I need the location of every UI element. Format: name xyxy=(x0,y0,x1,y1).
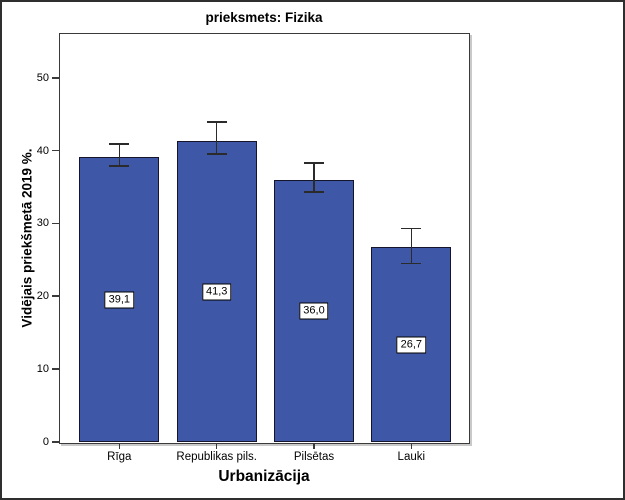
y-tick-mark-0 xyxy=(52,441,59,443)
value-label-2: 36,0 xyxy=(299,302,329,320)
y-tick-mark-3 xyxy=(52,222,59,225)
x-axis-title: Urbanizācija xyxy=(218,468,310,485)
y-tick-label-1: 10 xyxy=(36,363,49,376)
y-tick-label-5: 50 xyxy=(36,71,49,84)
y-tick-label-4: 40 xyxy=(36,144,49,157)
error-bar-cap-bottom-0 xyxy=(109,165,130,167)
error-bar-cap-top-1 xyxy=(206,121,227,123)
x-tick-mark-2 xyxy=(313,443,315,449)
error-bar-cap-top-3 xyxy=(401,227,422,230)
plot-area: 39,1 41,3 36,0 26,7 xyxy=(60,34,468,442)
value-label-0: 39,1 xyxy=(104,291,135,309)
value-label-1: 41,3 xyxy=(201,283,232,301)
y-tick-label-2: 20 xyxy=(36,290,49,303)
y-tick-label-3: 30 xyxy=(36,217,49,230)
error-bar-line-0 xyxy=(118,144,121,166)
error-bar-cap-top-2 xyxy=(304,162,324,164)
x-tick-label-1: Republikas pils. xyxy=(176,451,257,463)
y-tick-label-0: 0 xyxy=(42,436,49,448)
x-tick-label-2: Pilsētas xyxy=(293,451,335,463)
x-tick-label-0: Rīga xyxy=(107,451,132,463)
error-bar-line-2 xyxy=(313,162,315,193)
x-tick-mark-0 xyxy=(118,443,121,449)
error-bar-cap-bottom-1 xyxy=(206,153,227,155)
y-tick-mark-4 xyxy=(52,149,59,152)
value-label-3: 26,7 xyxy=(396,336,427,354)
error-bar-cap-bottom-2 xyxy=(304,191,324,193)
error-bar-line-3 xyxy=(410,228,413,264)
error-bar-cap-bottom-3 xyxy=(401,262,422,265)
y-tick-mark-1 xyxy=(52,368,59,370)
x-tick-mark-1 xyxy=(215,443,218,449)
y-tick-mark-2 xyxy=(52,295,59,298)
error-bar-cap-top-0 xyxy=(109,143,130,145)
chart-title: prieksmets: Fizika xyxy=(205,10,323,25)
error-bar-line-1 xyxy=(215,122,218,155)
x-tick-mark-3 xyxy=(410,443,413,449)
y-tick-mark-5 xyxy=(52,76,59,79)
x-tick-label-3: Lauki xyxy=(397,451,426,463)
